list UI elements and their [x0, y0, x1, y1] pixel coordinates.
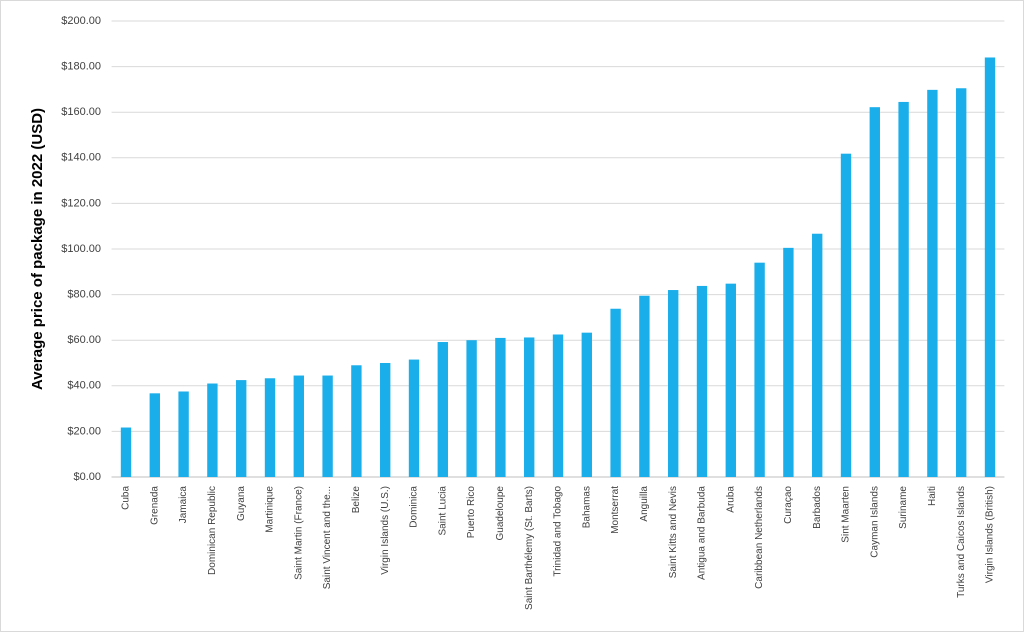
x-tick-label: Antigua and Barbuda	[697, 486, 708, 580]
y-tick-label: $0.00	[73, 471, 101, 483]
y-tick-label: $180.00	[61, 61, 101, 73]
x-tick-label: Martinique	[265, 486, 276, 533]
x-tick-label: Virgin Islands (U.S.)	[380, 486, 391, 575]
x-tick-label: Puerto Rico	[466, 486, 477, 539]
x-tick-label: Cuba	[121, 486, 132, 510]
x-tick-label: Trinidad and Tobago	[553, 486, 564, 577]
x-tick-label: Turks and Caicos Islands	[956, 486, 967, 598]
y-tick-label: $120.00	[61, 197, 101, 209]
x-tick-label: Anguilla	[639, 486, 650, 522]
bar	[927, 89, 938, 477]
bar	[581, 332, 592, 477]
x-tick-label: Cayman Islands	[869, 486, 880, 558]
bar	[408, 359, 420, 477]
bar	[437, 342, 448, 477]
x-tick-label: Montserrat	[610, 486, 621, 534]
bar	[668, 290, 679, 477]
x-tick-label: Grenada	[149, 486, 160, 525]
bar	[120, 427, 132, 477]
bar	[696, 285, 708, 477]
bar	[236, 380, 247, 477]
x-tick-label: Suriname	[898, 486, 909, 529]
y-tick-label: $60.00	[67, 334, 101, 346]
bar	[293, 375, 304, 477]
x-tick-label: Barbados	[812, 486, 823, 529]
y-tick-label: $40.00	[67, 380, 101, 392]
y-tick-label: $200.00	[61, 15, 101, 27]
y-tick-label: $100.00	[61, 243, 101, 255]
y-tick-label: $160.00	[61, 106, 101, 118]
bar	[725, 283, 736, 477]
y-tick-label: $140.00	[61, 152, 101, 164]
x-tick-label: Jamaica	[178, 486, 189, 524]
bar	[610, 308, 621, 477]
bar	[322, 375, 333, 477]
bar	[812, 233, 823, 477]
bar	[898, 101, 909, 477]
bar	[552, 334, 564, 477]
x-tick-label: Saint Martin (France)	[293, 486, 304, 580]
x-tick-label: Guyana	[236, 486, 247, 521]
x-tick-label: Saint Lucia	[437, 486, 448, 536]
bar	[495, 337, 506, 477]
x-tick-label: Sint Maarten	[841, 486, 852, 543]
bar	[264, 378, 276, 477]
x-tick-label: Saint Kitts and Nevis	[668, 486, 679, 578]
x-tick-label: Haiti	[927, 486, 938, 506]
x-tick-label: Dominican Republic	[207, 486, 218, 575]
y-tick-label: $80.00	[67, 289, 101, 301]
bar	[639, 295, 650, 477]
x-tick-label: Curaçao	[783, 486, 794, 524]
bar	[380, 363, 391, 477]
x-tick-label: Aruba	[725, 486, 736, 513]
bar	[840, 153, 852, 478]
bar	[207, 383, 218, 477]
bar	[783, 247, 794, 477]
x-tick-label: Virgin Islands (British)	[985, 486, 996, 583]
x-tick-label: Caribbean Netherlands	[754, 486, 765, 589]
bar	[524, 337, 535, 477]
bar	[956, 88, 967, 477]
x-tick-label: Saint Vincent and the...	[322, 486, 333, 589]
bar	[984, 57, 996, 477]
y-tick-label: $20.00	[67, 425, 101, 437]
bar	[351, 365, 362, 477]
bar	[178, 391, 189, 477]
bar	[754, 262, 765, 477]
x-tick-label: Guadeloupe	[495, 486, 506, 541]
x-tick-label: Dominica	[409, 486, 420, 528]
bar	[869, 107, 880, 478]
x-tick-label: Bahamas	[581, 486, 592, 528]
y-axis-title: Average price of package in 2022 (USD)	[29, 108, 46, 390]
x-tick-label: Belize	[351, 486, 362, 514]
x-tick-label: Saint Barthélemy (St. Barts)	[524, 486, 535, 610]
bar	[466, 340, 477, 477]
bar	[149, 393, 160, 477]
